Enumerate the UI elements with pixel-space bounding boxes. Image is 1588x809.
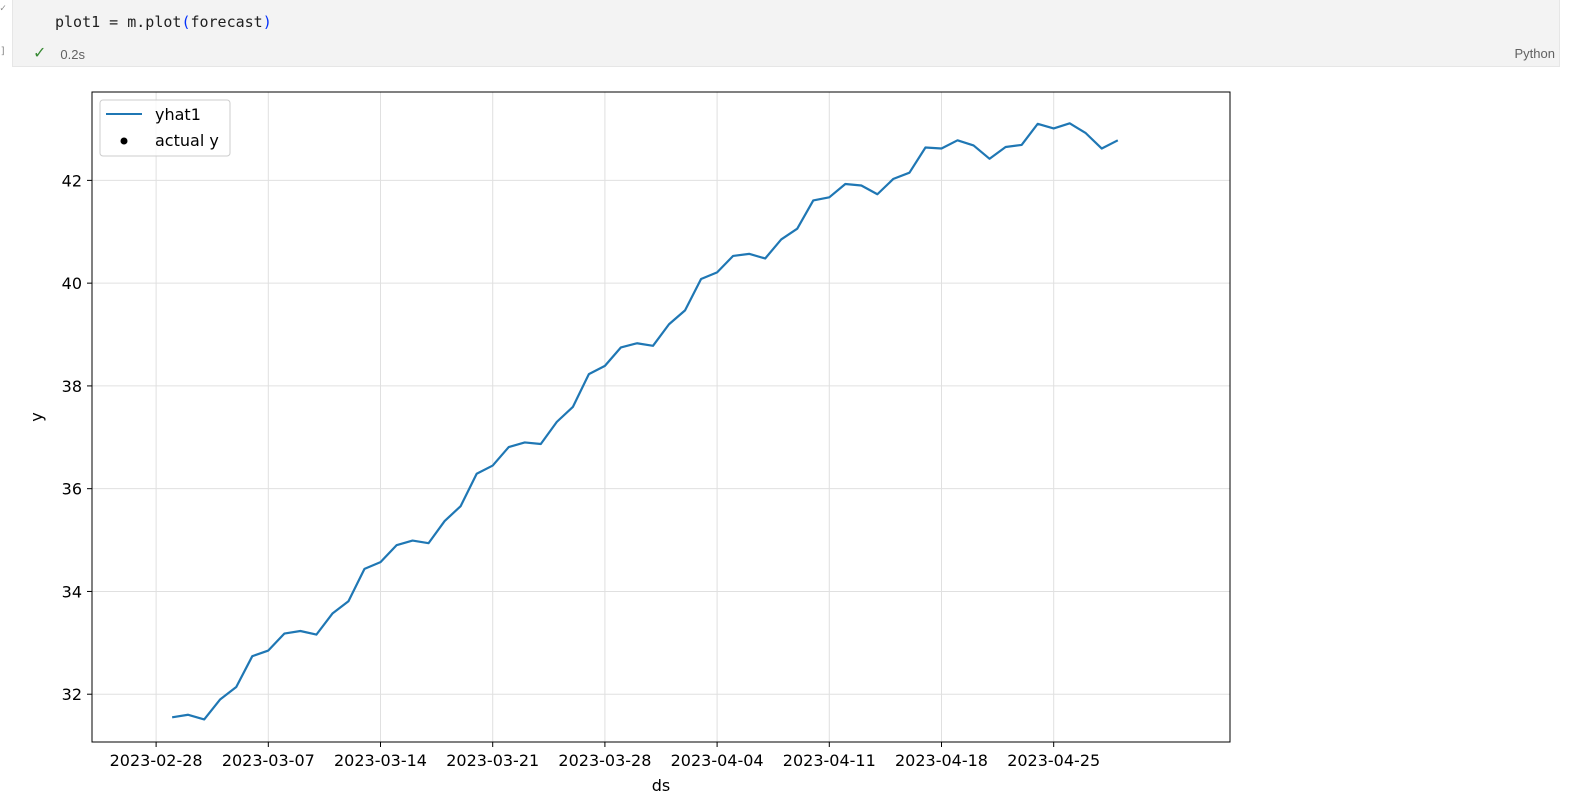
execution-time: 0.2s [60,46,85,62]
execution-status: ✓ 0.2s [33,45,85,63]
x-tick-label: 2023-03-21 [446,751,539,770]
series-lines [171,122,1119,721]
x-tick-label: 2023-02-28 [110,751,203,770]
x-tick-label: 2023-03-28 [558,751,651,770]
forecast-chart: 2023-02-28 2023-03-07 2023-03-14 2023-03-21… [27,91,1231,795]
x-tick-label: 2023-04-04 [671,751,764,770]
series-line-yhat1 [171,122,1119,721]
check-icon: ✓ [33,45,47,62]
x-tick-label: 2023-03-14 [334,751,427,770]
x-tick-label: 2023-04-18 [895,751,988,770]
x-tick-label: 2023-04-11 [783,751,876,770]
legend-label-actual-y: actual y [155,131,219,150]
y-tick-label: 38 [62,377,82,396]
axis-ticks: 2023-02-28 2023-03-07 2023-03-14 2023-03-21… [62,171,1101,770]
x-tick-label: 2023-04-25 [1007,751,1100,770]
code-cell[interactable]: plot1 = m.plot(forecast) ✓ 0.2s Python [12,0,1560,67]
y-tick-label: 32 [62,685,82,704]
code-editor[interactable]: plot1 = m.plot(forecast) [55,13,272,31]
language-indicator[interactable]: Python [1514,46,1555,61]
code-text: plot1 = m.plot [55,13,182,31]
cell-gutter-bracket: ] [0,46,7,57]
y-tick-label: 42 [62,171,82,190]
grid [92,92,1230,742]
x-tick-label: 2023-03-07 [222,751,315,770]
legend: yhat1 actual y [99,99,231,157]
y-tick-label: 36 [62,480,82,499]
legend-label-yhat1: yhat1 [155,105,201,124]
y-tick-label: 34 [62,582,82,601]
y-axis-label: y [27,412,46,421]
code-paren-close: ) [262,13,272,31]
legend-dot-marker [120,137,128,145]
code-paren-open: ( [181,13,191,31]
cell-gutter-check-icon: ✓ [0,3,7,14]
x-axis-label: ds [652,776,671,795]
code-argument: forecast [190,13,263,31]
y-tick-label: 40 [62,274,82,293]
plot-frame [91,91,1231,743]
